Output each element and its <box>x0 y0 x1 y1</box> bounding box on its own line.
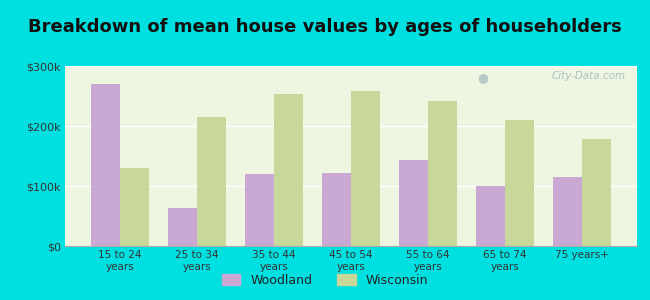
Bar <box>552 177 582 246</box>
Bar <box>168 208 197 246</box>
Bar <box>245 174 274 246</box>
Text: ●: ● <box>477 71 488 84</box>
Bar <box>582 139 611 246</box>
Bar <box>505 120 534 246</box>
Bar <box>351 91 380 246</box>
Bar <box>476 186 505 246</box>
Text: City-Data.com: City-Data.com <box>551 71 625 81</box>
Bar <box>274 94 304 246</box>
Text: Breakdown of mean house values by ages of householders: Breakdown of mean house values by ages o… <box>28 18 622 36</box>
Bar <box>428 101 457 246</box>
Bar <box>197 117 226 246</box>
Bar <box>91 84 120 246</box>
Bar <box>398 160 428 246</box>
Legend: Woodland, Wisconsin: Woodland, Wisconsin <box>218 270 432 291</box>
Bar <box>322 173 351 246</box>
Bar <box>120 168 150 246</box>
